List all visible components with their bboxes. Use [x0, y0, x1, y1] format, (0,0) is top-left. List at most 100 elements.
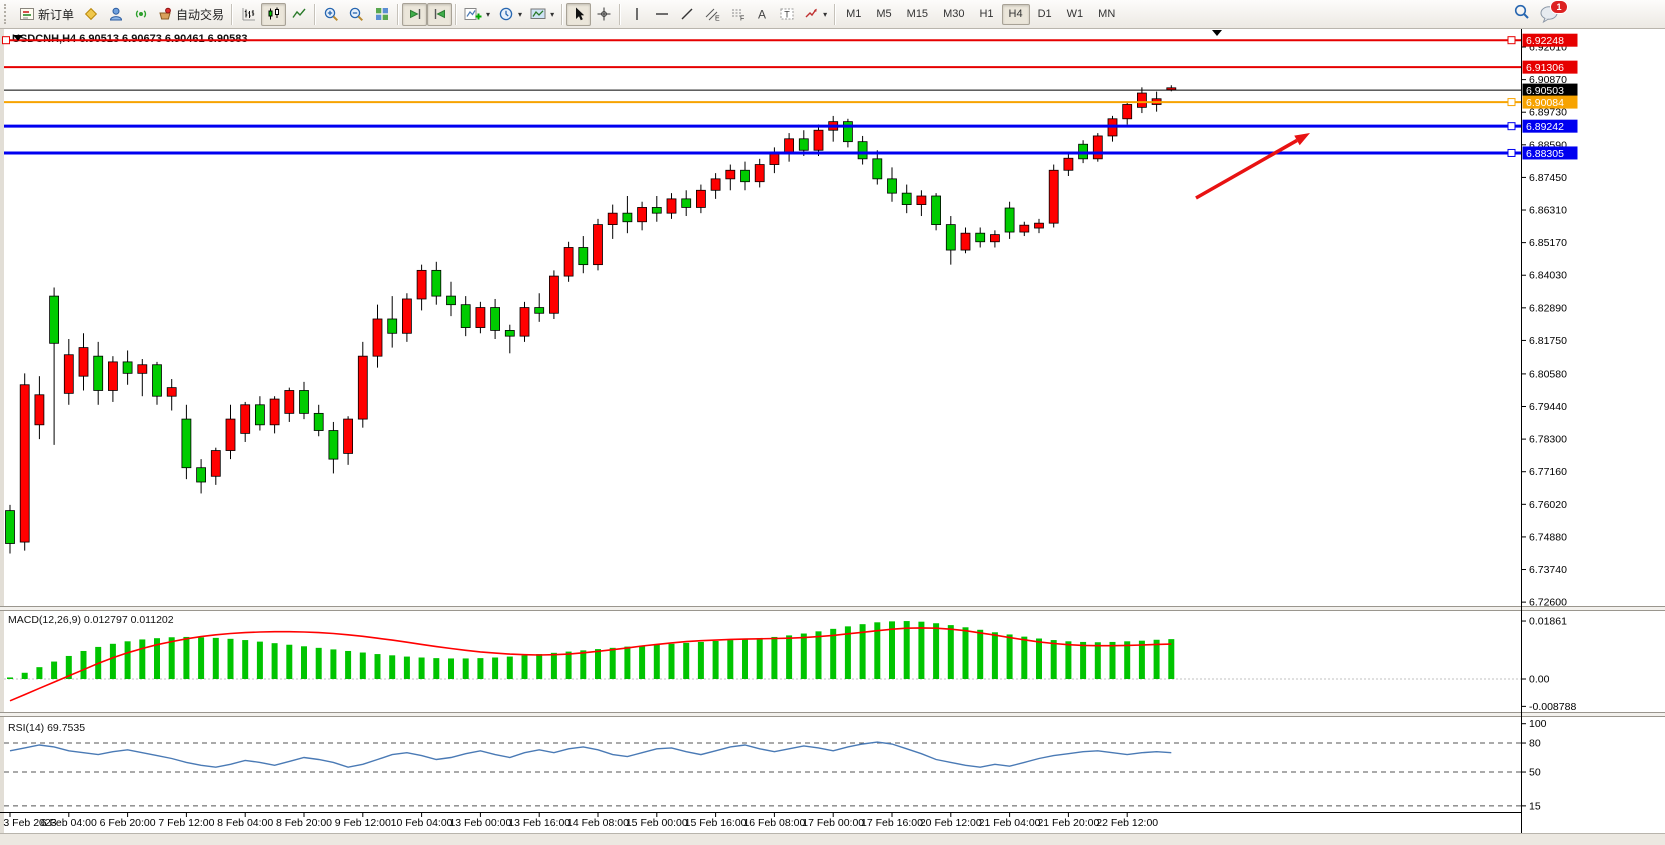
price-tick-label: 6.78300 [1529, 434, 1567, 446]
time-tick-label: 20 Feb 12:00 [920, 817, 982, 829]
timeframe-m1-button[interactable]: M1 [839, 4, 868, 25]
timeframe-h1-button[interactable]: H1 [972, 4, 1000, 25]
macd-bar [1168, 639, 1175, 679]
candle-body [593, 224, 603, 266]
hline-handle-left[interactable] [2, 36, 10, 45]
candle-body [328, 430, 339, 460]
hline-handle-right[interactable] [1507, 36, 1516, 45]
rsi-tick-label: 15 [1529, 800, 1541, 812]
macd-bar [977, 629, 984, 679]
candle-body [857, 141, 868, 160]
tile-windows-button[interactable] [369, 3, 394, 26]
hline-handle-right[interactable] [1507, 98, 1516, 107]
crosshair-button[interactable] [591, 3, 616, 26]
time-tick-label: 8 Feb 20:00 [276, 817, 332, 829]
template-icon [530, 6, 546, 22]
candle-body [666, 198, 677, 214]
autotrading-button[interactable]: 自动交易 [153, 3, 228, 26]
timeframe-m30-button[interactable]: M30 [936, 4, 971, 25]
profile-button[interactable] [78, 3, 103, 26]
chart-shift-button[interactable] [427, 2, 453, 26]
candle-body [975, 232, 986, 243]
templates-button[interactable]: ▾ [526, 3, 558, 26]
trendline-icon [679, 6, 695, 22]
auto-scroll-button[interactable] [402, 2, 428, 26]
macd-bar [315, 647, 322, 679]
macd-bar [1094, 642, 1101, 679]
svg-text:E: E [715, 16, 720, 23]
text-tool-button[interactable]: A [749, 3, 774, 26]
fibonacci-tool-button[interactable]: F [724, 3, 749, 26]
candle-body [740, 169, 750, 183]
trend-arrow-annotation[interactable] [1195, 133, 1310, 200]
timeframe-w1-button[interactable]: W1 [1060, 4, 1091, 25]
zoom-out-button[interactable] [344, 3, 369, 26]
new-chart-button[interactable]: ▾ [460, 3, 494, 26]
horizontal-line-tool-button[interactable] [649, 3, 674, 26]
horizontal-line-icon [654, 6, 670, 22]
timeframe-d1-button[interactable]: D1 [1031, 4, 1059, 25]
candle-body [945, 224, 956, 251]
label-tool-button[interactable]: T [774, 3, 799, 26]
macd-bar [771, 636, 778, 679]
timeframe-m15-button[interactable]: M15 [900, 4, 935, 25]
price-tick-label: 6.82890 [1529, 302, 1567, 314]
toolbar: 新订单 自动交易 [0, 0, 1665, 29]
candle-body [460, 304, 471, 328]
shapes-tool-button[interactable]: ▾ [799, 3, 831, 26]
candle-body [1137, 92, 1147, 108]
price-badge [1522, 83, 1578, 97]
panel-splitter[interactable] [0, 606, 1665, 611]
panel-splitter[interactable] [0, 712, 1665, 717]
price-badge-label: 6.90084 [1526, 97, 1564, 109]
price-tick-label: 6.86310 [1529, 205, 1567, 217]
vertical-line-tool-button[interactable] [624, 3, 649, 26]
candle-body [1092, 135, 1103, 160]
periods-button[interactable]: ▾ [494, 3, 526, 26]
macd-bar [80, 650, 87, 679]
arrows-shapes-icon [803, 6, 819, 22]
price-badge [1522, 146, 1578, 160]
trendline-tool-button[interactable] [674, 3, 699, 26]
macd-bar [418, 657, 425, 679]
new-order-button[interactable]: 新订单 [15, 3, 78, 26]
toolbar-grip[interactable] [4, 4, 11, 24]
macd-bar [697, 641, 704, 679]
time-tick-label: 6 Feb 20:00 [100, 817, 156, 829]
candle-body [210, 450, 221, 477]
chart-bars-button[interactable] [236, 3, 261, 26]
notifications-button[interactable]: 1 [1539, 0, 1568, 24]
macd-bar [609, 647, 616, 679]
signals-button[interactable] [128, 3, 153, 26]
candle-body [681, 198, 692, 208]
autotrading-label: 自动交易 [176, 7, 225, 22]
macd-bar [330, 649, 337, 679]
macd-bar [1021, 636, 1028, 679]
channel-tool-button[interactable]: E [699, 3, 724, 26]
price-tick-label: 6.73740 [1529, 564, 1567, 576]
fibonacci-icon: F [729, 6, 745, 22]
macd-bar [859, 624, 866, 679]
rsi-label: RSI(14) 69.7535 [8, 722, 85, 734]
search-icon[interactable] [1513, 3, 1531, 26]
macd-bar [21, 672, 28, 679]
cursor-button[interactable] [566, 2, 592, 26]
macd-bar [286, 644, 293, 679]
chart-candles-button[interactable] [261, 2, 287, 26]
macd-bar [668, 643, 675, 679]
timeframe-m5-button[interactable]: M5 [869, 4, 898, 25]
candle-body [578, 247, 589, 266]
price-tick-label: 6.79440 [1529, 401, 1567, 413]
timeframe-h4-button[interactable]: H4 [1001, 3, 1030, 25]
timeframe-mn-button[interactable]: MN [1091, 4, 1122, 25]
chart-line-button[interactable] [286, 3, 311, 26]
hline-handle-right[interactable] [1507, 148, 1516, 157]
hline-handle-right[interactable] [1507, 122, 1516, 131]
community-button[interactable] [103, 3, 128, 26]
candle-body [431, 269, 442, 297]
tile-windows-icon [374, 6, 390, 22]
zoom-in-button[interactable] [319, 3, 344, 26]
macd-label: MACD(12,26,9) 0.012797 0.011202 [8, 614, 174, 626]
macd-bar [403, 656, 410, 679]
